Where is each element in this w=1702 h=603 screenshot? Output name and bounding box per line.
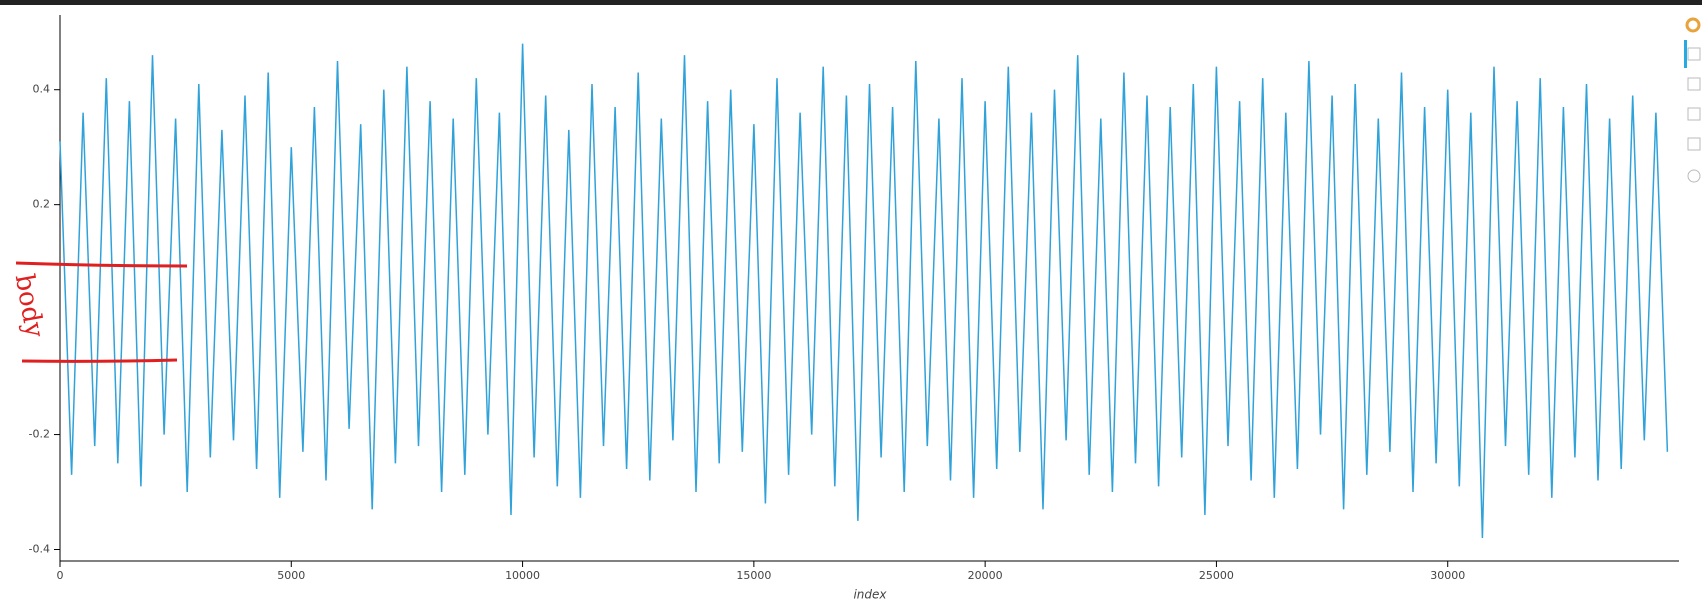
save-tool[interactable] (1687, 137, 1701, 151)
x-tick-label: 5000 (277, 569, 305, 582)
toolbar (1684, 17, 1701, 183)
wheel-zoom-tool[interactable] (1687, 107, 1701, 121)
active-tool (1684, 40, 1687, 68)
y-tick-label: -0.2 (29, 428, 50, 441)
x-tick-label: 10000 (505, 569, 540, 582)
annotation-text: body (9, 272, 50, 340)
x-tick-label: 30000 (1430, 569, 1465, 582)
pan-tool[interactable] (1687, 47, 1701, 61)
annotation-line (15, 261, 188, 268)
y-tick-label: -0.4 (29, 543, 50, 556)
x-axis-label: index (853, 588, 887, 602)
window-border (0, 0, 1702, 5)
box-zoom-tool[interactable] (1687, 77, 1701, 91)
reset-tool[interactable] (1687, 169, 1701, 183)
signal-line (59, 43, 1669, 539)
x-tick-label: 20000 (968, 569, 1003, 582)
x-tick-label: 0 (57, 569, 64, 582)
annotation-line (21, 358, 178, 363)
y-tick-label: 0.2 (33, 198, 51, 211)
x-tick-label: 25000 (1199, 569, 1234, 582)
y-tick-label: 0.4 (33, 83, 51, 96)
logo[interactable] (1685, 17, 1701, 33)
x-tick-label: 15000 (736, 569, 771, 582)
